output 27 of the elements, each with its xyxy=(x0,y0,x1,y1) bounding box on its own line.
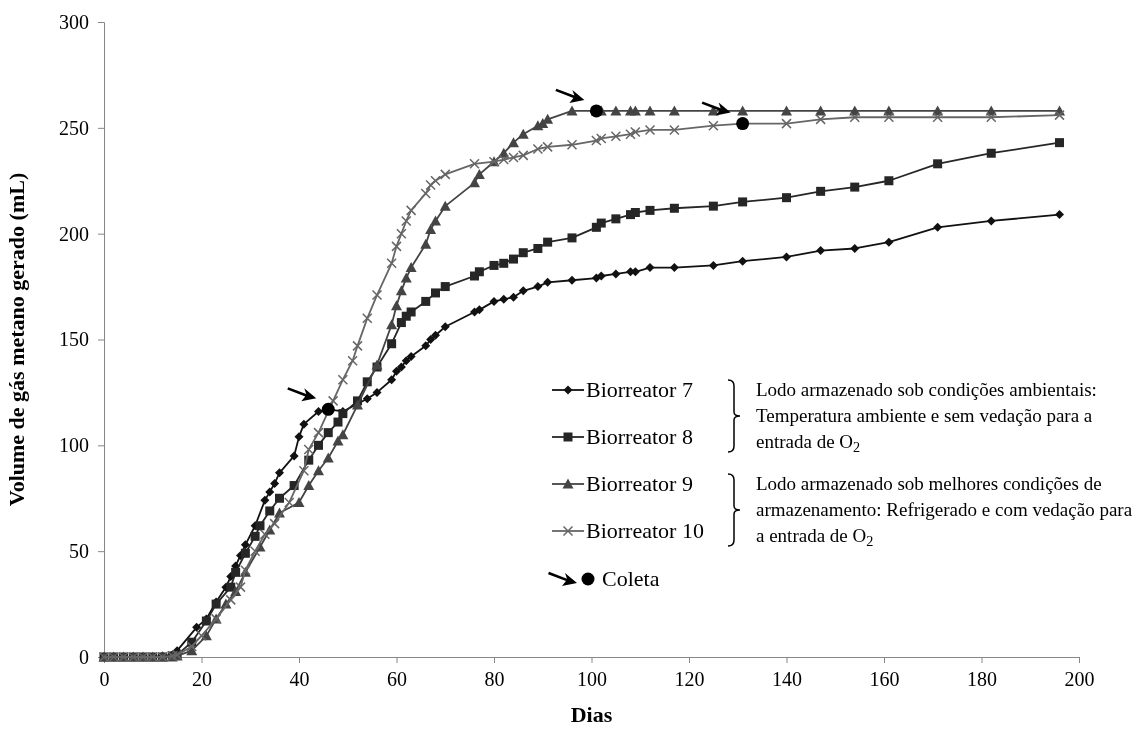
legend-label: Coleta xyxy=(602,566,660,591)
x-axis-title: Dias xyxy=(570,702,613,727)
x-tick-label: 0 xyxy=(99,668,110,690)
y-tick-label: 0 xyxy=(79,645,89,668)
y-tick-label: 250 xyxy=(59,116,89,139)
x-tick-label: 140 xyxy=(772,668,802,690)
legend-label: Biorreator 7 xyxy=(586,377,693,402)
y-tick-label: 50 xyxy=(69,540,89,563)
x-tick-label: 200 xyxy=(1064,668,1095,690)
x-tick-label: 80 xyxy=(484,668,505,690)
y-axis-title: Volume de gás metano gerado (mL) xyxy=(4,172,29,507)
x-tick-label: 160 xyxy=(869,668,900,690)
legend-label: Biorreator 10 xyxy=(586,518,704,543)
x-tick-label: 60 xyxy=(387,668,407,690)
annotation: Lodo armazenado sob condições ambientais: Temperatura ambiente e sem vedação para a entrada de O$_{2}$ xyxy=(756,379,1097,455)
legend-label: Biorreator 8 xyxy=(586,424,693,449)
x-tick-label: 120 xyxy=(674,668,705,690)
x-tick-label: 180 xyxy=(967,668,997,690)
y-tick-label: 200 xyxy=(59,222,89,245)
x-tick-label: 100 xyxy=(577,668,607,690)
x-tick-label: 40 xyxy=(289,668,310,690)
legend-label: Biorreator 9 xyxy=(586,471,693,496)
annotation: Lodo armazenado sob melhores condições de armazenamento: Refrigerado e com vedação para a entrada de O$_{2}$ xyxy=(756,473,1133,549)
y-tick-label: 150 xyxy=(59,328,89,351)
y-tick-label: 100 xyxy=(59,434,89,457)
y-tick-label: 300 xyxy=(59,10,89,33)
x-tick-label: 20 xyxy=(192,668,212,690)
